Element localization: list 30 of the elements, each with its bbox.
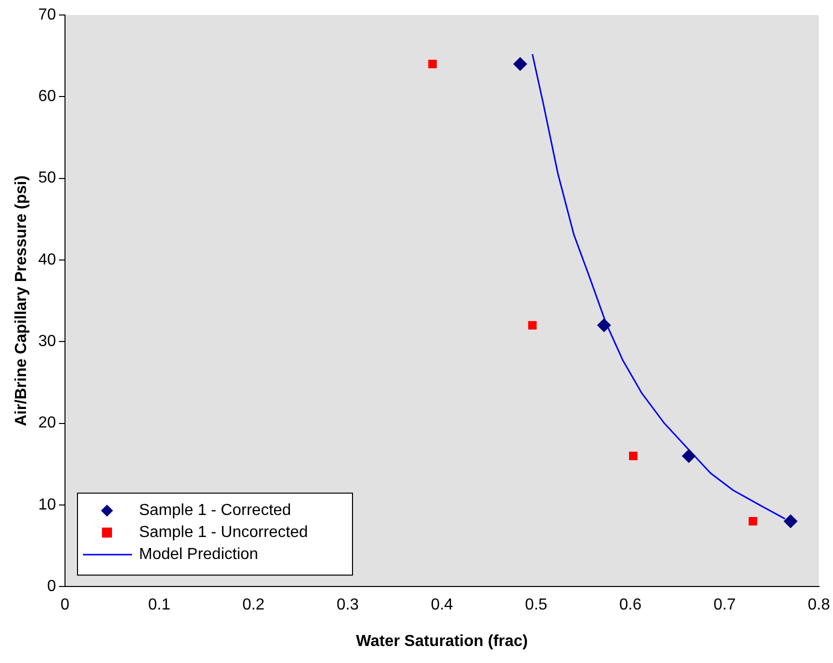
- point: [628, 452, 638, 460]
- x-tick-label: 0.8: [808, 596, 830, 614]
- y-tick-label: 10: [38, 496, 56, 514]
- point: [597, 318, 612, 332]
- y-tick-label: 20: [38, 414, 56, 432]
- y-tick-label: 50: [38, 170, 56, 187]
- legend-label: Sample 1 - Corrected: [138, 502, 292, 520]
- point: [428, 60, 437, 68]
- y-tick-label: 0: [47, 578, 56, 596]
- legend-label: Sample 1 - Uncorrected: [138, 524, 308, 542]
- x-tick-label: 0.3: [336, 596, 359, 614]
- x-tick-label: 0.6: [619, 596, 642, 614]
- y-tick-label: 30: [38, 333, 56, 350]
- x-tick-label: 0.4: [430, 596, 454, 614]
- x-tick-label: 0.1: [148, 596, 170, 614]
- x-tick-label: 0.7: [714, 596, 736, 614]
- x-tick-label: 0.5: [525, 596, 548, 614]
- x-axis-title: Water Saturation (frac): [356, 632, 528, 650]
- y-tick-label: 70: [38, 6, 56, 24]
- point: [784, 514, 798, 528]
- point: [513, 56, 528, 71]
- legend-label: Model Prediction: [138, 546, 258, 564]
- point: [748, 517, 758, 526]
- y-axis-title: Air/Brine Capillary Pressure (psi): [13, 175, 30, 426]
- y-tick-label: 60: [38, 88, 56, 106]
- y-tick-label: 40: [38, 251, 56, 268]
- x-tick-label: 0: [60, 596, 70, 614]
- point: [682, 448, 696, 463]
- point: [528, 321, 537, 330]
- x-tick-label: 0.2: [242, 596, 265, 614]
